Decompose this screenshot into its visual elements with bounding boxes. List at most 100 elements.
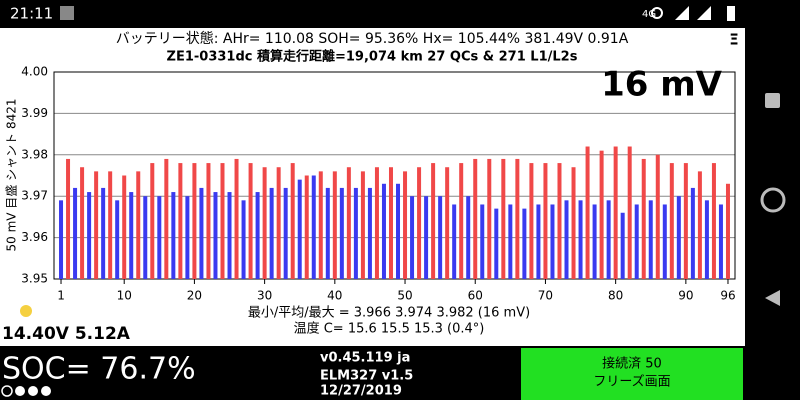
- bar: [599, 150, 604, 279]
- x-tick-label: 10: [117, 289, 132, 303]
- bar: [164, 158, 169, 279]
- bar: [157, 196, 162, 279]
- location-icon: [651, 7, 663, 19]
- bar: [718, 204, 723, 279]
- version: v0.45.119 ja: [320, 351, 410, 366]
- adapter: ELM327 v1.5: [320, 369, 413, 384]
- bar: [536, 204, 541, 279]
- cell-stats: 最小/平均/最大 = 3.966 3.974 3.982 (16 mV): [248, 306, 530, 321]
- bar: [466, 196, 471, 279]
- bar: [725, 183, 730, 279]
- bar: [543, 163, 548, 279]
- bar: [676, 196, 681, 279]
- odometer: ZE1-0331dc 積算走行距離=19,074 km 27 QCs & 271…: [167, 49, 578, 65]
- bar: [396, 183, 401, 279]
- bar: [697, 171, 702, 279]
- bar: [431, 163, 436, 279]
- bar: [648, 200, 653, 279]
- menu[interactable]: Ξ: [729, 31, 738, 49]
- bar: [438, 196, 443, 279]
- bar: [101, 187, 106, 279]
- plot-frame: [53, 71, 736, 280]
- bar: [529, 163, 534, 279]
- bar: [683, 163, 688, 279]
- bar: [150, 163, 155, 279]
- bar: [283, 187, 288, 279]
- bar: [641, 158, 646, 279]
- back-button[interactable]: [765, 290, 780, 306]
- bar: [234, 158, 239, 279]
- bar: [80, 167, 85, 279]
- bar: [136, 171, 141, 279]
- app-icon: [60, 6, 74, 20]
- bar: [704, 200, 709, 279]
- bar: [325, 187, 330, 279]
- bar: [578, 200, 583, 279]
- indicator: [15, 386, 25, 396]
- bar: [613, 146, 618, 279]
- x-tick-label: 20: [187, 289, 202, 303]
- bar: [564, 200, 569, 279]
- bar: [410, 196, 415, 279]
- bar: [262, 167, 267, 279]
- home-button[interactable]: [760, 187, 786, 213]
- bar: [304, 175, 309, 279]
- y-tick-label: 4.00: [21, 65, 48, 79]
- bar: [367, 187, 372, 279]
- bar: [94, 171, 99, 279]
- bar: [66, 158, 71, 279]
- chart-title: 16 mV: [601, 65, 723, 105]
- x-tick-label: 70: [538, 289, 553, 303]
- status-bar: [0, 0, 745, 28]
- x-tick-label: 30: [257, 289, 272, 303]
- bar: [669, 163, 674, 279]
- bar: [178, 163, 183, 279]
- bar: [269, 187, 274, 279]
- x-tick-label: 80: [608, 289, 623, 303]
- y-tick-label: 3.96: [21, 230, 48, 244]
- bar: [122, 175, 127, 279]
- x-tick-label: 50: [397, 289, 412, 303]
- bar: [381, 183, 386, 279]
- battery-status: バッテリー状態: AHr= 110.08 SOH= 95.36% Hx= 105…: [116, 31, 629, 47]
- bulb-icon: [20, 305, 32, 317]
- x-tick-label: 60: [468, 289, 483, 303]
- bar: [332, 171, 337, 279]
- bar: [424, 196, 429, 279]
- bar: [655, 154, 660, 279]
- recents-button[interactable]: [765, 93, 780, 108]
- bar: [255, 192, 260, 279]
- network: 4G: [642, 9, 656, 20]
- bar: [515, 158, 520, 279]
- connection-status: 接続済 50: [602, 356, 662, 372]
- connection-button[interactable]: [521, 348, 743, 400]
- signal-icon: [675, 6, 689, 20]
- chart: 3.95 3.96 3.97 3.98 3.99 4.00 1 10 20 30 40 50 60 70 8…: [21, 65, 735, 303]
- bar: [199, 187, 204, 279]
- bar: [311, 175, 316, 279]
- bar: [522, 208, 527, 279]
- bar: [115, 200, 120, 279]
- bar: [711, 163, 716, 279]
- bar: [360, 171, 365, 279]
- bar: [353, 187, 358, 279]
- bar: [480, 204, 485, 279]
- indicator: [1, 385, 13, 397]
- bar: [459, 163, 464, 279]
- bar: [73, 187, 78, 279]
- y-tick-label: 3.99: [21, 106, 48, 120]
- bar: [592, 204, 597, 279]
- clock: 21:11: [10, 5, 53, 23]
- bar: [318, 171, 323, 279]
- bar: [487, 158, 492, 279]
- bar: [185, 196, 190, 279]
- bar: [445, 167, 450, 279]
- date: 12/27/2019: [320, 384, 402, 399]
- pack-voltage-current: 14.40V 5.12A: [2, 324, 131, 344]
- bar: [634, 204, 639, 279]
- bar: [508, 204, 513, 279]
- x-tick-label: 40: [327, 289, 342, 303]
- bar: [59, 200, 64, 279]
- x-tick-label: 90: [678, 289, 693, 303]
